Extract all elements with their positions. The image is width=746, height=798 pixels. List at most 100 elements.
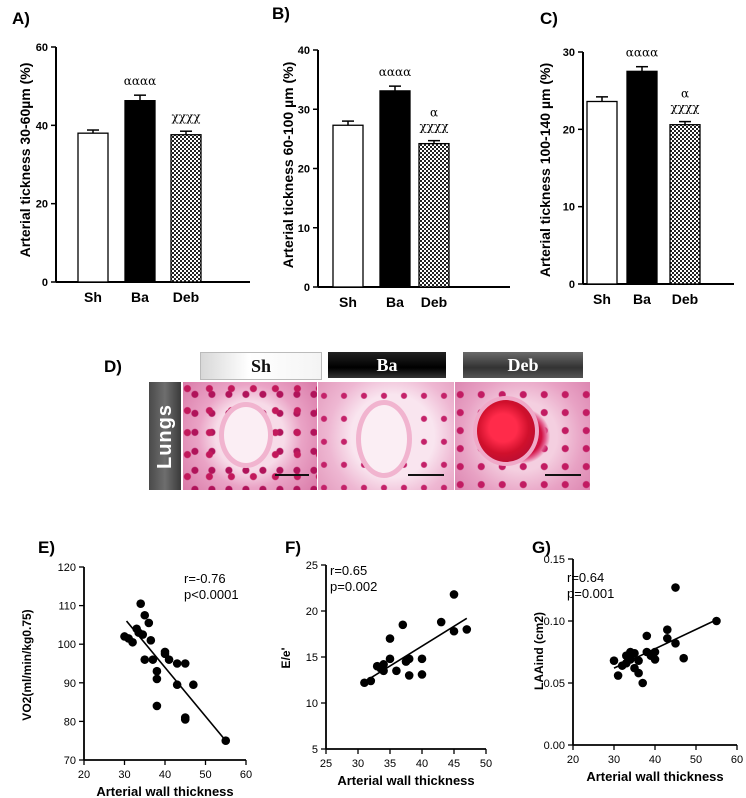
scatter-chart-f: 5 10 15 20 25 25 30 35 40 45 50 r=0.65p=0.002 Arteri… bbox=[279, 560, 492, 788]
significance-label: αααα bbox=[626, 46, 658, 60]
significance-label: αααα bbox=[124, 74, 156, 88]
y-axis-label: Arterial tickness 60-100 µm (%) bbox=[280, 62, 296, 269]
data-point bbox=[180, 715, 190, 724]
data-point bbox=[634, 668, 643, 678]
data-point bbox=[392, 666, 401, 676]
panel-label-e: E) bbox=[38, 538, 55, 557]
x-tick-label: 50 bbox=[690, 754, 702, 766]
data-point bbox=[146, 636, 156, 645]
data-point bbox=[436, 617, 446, 627]
x-tick-label: 30 bbox=[608, 754, 620, 766]
data-point bbox=[417, 670, 427, 679]
data-point bbox=[663, 634, 672, 643]
y-tick-label: 80 bbox=[64, 716, 76, 728]
significance-label: χχχχ bbox=[670, 101, 700, 115]
histology-tab-sh: Sh bbox=[200, 352, 322, 380]
x-tick-label: 30 bbox=[352, 758, 364, 770]
stats-label: p=0.001 bbox=[567, 586, 614, 601]
panel-label-a: A) bbox=[12, 9, 30, 28]
x-tick-label: Ba bbox=[633, 291, 651, 307]
significance-label: α bbox=[681, 87, 689, 101]
y-tick-label: 10 bbox=[306, 698, 318, 710]
bar bbox=[669, 124, 701, 285]
x-tick-label: 30 bbox=[118, 769, 130, 781]
data-point bbox=[671, 639, 680, 648]
x-tick-label: 40 bbox=[649, 754, 661, 766]
vessel-clot bbox=[473, 396, 539, 466]
x-tick-label: 60 bbox=[731, 754, 743, 766]
y-tick-label: 110 bbox=[58, 601, 76, 613]
lungs-label-text: Lungs bbox=[153, 403, 176, 469]
x-tick-label: Deb bbox=[173, 289, 199, 305]
data-point bbox=[642, 631, 652, 641]
data-point bbox=[630, 648, 639, 658]
data-point bbox=[449, 590, 459, 599]
y-tick-label: 10 bbox=[298, 223, 310, 235]
data-point bbox=[404, 671, 414, 680]
data-point bbox=[613, 671, 623, 680]
bar bbox=[379, 90, 411, 288]
data-point bbox=[712, 616, 721, 626]
x-tick-label: 60 bbox=[240, 769, 252, 781]
data-point bbox=[663, 625, 672, 634]
scale-bar bbox=[275, 474, 309, 476]
x-tick-label: Deb bbox=[421, 294, 447, 310]
stats-label: p<0.0001 bbox=[184, 587, 239, 602]
y-tick-label: 5 bbox=[312, 744, 318, 756]
x-tick-label: 35 bbox=[384, 758, 396, 770]
panel-label-f: F) bbox=[285, 538, 301, 557]
data-point bbox=[136, 599, 145, 608]
x-tick-label: 20 bbox=[567, 754, 579, 766]
bar-chart-a: 0 20 40 60 Sh Ba αααα Deb χχχχ Arterial tickness … bbox=[17, 42, 250, 305]
x-tick-label: 50 bbox=[480, 758, 492, 770]
y-tick-label: 40 bbox=[36, 120, 48, 132]
x-tick-label: 45 bbox=[448, 758, 460, 770]
y-tick-label: 20 bbox=[306, 606, 318, 618]
x-tick-label: Sh bbox=[593, 291, 611, 307]
x-tick-label: Sh bbox=[339, 294, 357, 310]
data-point bbox=[417, 654, 427, 664]
x-tick-label: Deb bbox=[672, 291, 698, 307]
bar bbox=[124, 100, 156, 283]
x-axis-label: Arterial wall thickness bbox=[586, 769, 723, 784]
y-axis-label: VO2(ml/min/kg0.75) bbox=[20, 609, 34, 720]
bar bbox=[418, 142, 450, 288]
regression-line bbox=[613, 619, 717, 669]
y-tick-label: 20 bbox=[36, 199, 48, 211]
bar bbox=[626, 70, 658, 285]
y-tick-label: 0.10 bbox=[544, 616, 565, 628]
y-tick-label: 40 bbox=[298, 45, 310, 57]
data-point bbox=[404, 654, 414, 664]
y-tick-label: 0.05 bbox=[544, 678, 565, 690]
y-tick-label: 0 bbox=[569, 279, 575, 291]
y-tick-label: 30 bbox=[298, 104, 310, 116]
data-point bbox=[180, 659, 190, 668]
panel-label-c: C) bbox=[540, 9, 558, 28]
significance-label: χχχχ bbox=[171, 110, 201, 124]
y-tick-label: 10 bbox=[563, 202, 575, 214]
stats-label: r=-0.76 bbox=[184, 571, 226, 586]
x-tick-label: Ba bbox=[131, 289, 149, 305]
data-point bbox=[152, 666, 162, 676]
y-tick-label: 120 bbox=[58, 562, 76, 574]
y-axis-label: E/e' bbox=[279, 647, 293, 668]
x-tick-label: 25 bbox=[320, 758, 332, 770]
data-point bbox=[385, 654, 395, 664]
data-point bbox=[449, 626, 459, 636]
x-axis-label: Arterial wall thickness bbox=[337, 773, 474, 788]
y-axis-label: Arterial tickness 100-140 µm (%) bbox=[537, 63, 553, 277]
y-tick-label: 20 bbox=[298, 164, 310, 176]
histology-image-sh bbox=[183, 382, 317, 490]
data-point bbox=[128, 637, 137, 647]
y-tick-label: 0.00 bbox=[544, 740, 565, 752]
data-point bbox=[671, 583, 680, 592]
regression-line bbox=[125, 620, 227, 742]
histology-image-ba bbox=[318, 382, 454, 490]
data-point bbox=[385, 634, 395, 643]
scale-bar bbox=[408, 474, 444, 476]
y-tick-label: 100 bbox=[58, 639, 76, 651]
data-point bbox=[379, 660, 388, 669]
